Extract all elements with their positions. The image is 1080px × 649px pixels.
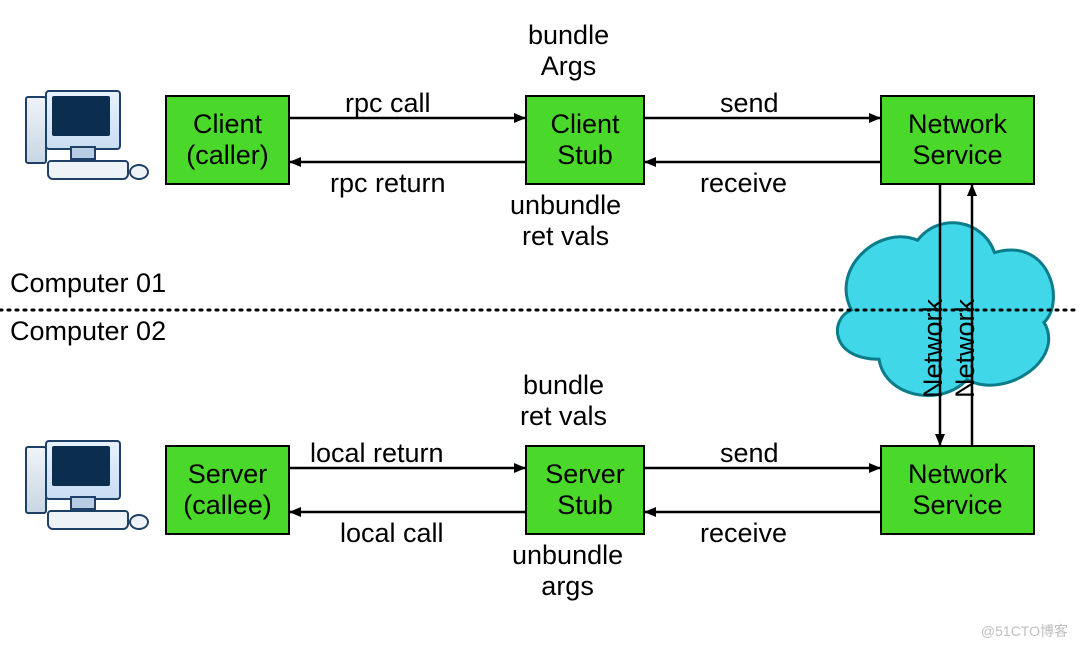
label-bundle-ret-2: bundleret vals [520,370,607,432]
arrow-label-receive-2: receive [700,518,787,549]
computer-01-stand [70,146,96,160]
computer-02-screen [52,446,110,486]
arrow-label-net-up: Network [950,299,981,398]
node-client-stub-line1: Client [550,109,619,140]
node-server-line1: Server [188,459,268,490]
node-client-stub: ClientStub [525,95,645,185]
computer-01-tower [25,96,47,164]
node-server-stub: ServerStub [525,445,645,535]
node-server-stub-line2: Stub [557,490,613,521]
computer-02-mouse [129,514,149,530]
label-computer-02-lbl: Computer 02 [10,316,166,347]
computer-01-keyboard [47,160,129,180]
label-unbundle-ret-1: unbundleret vals [510,190,621,252]
node-network-svc-2-line2: Service [912,490,1002,521]
arrow-label-receive-1: receive [700,168,787,199]
computer-02-tower [25,446,47,514]
computer-01-icon [25,90,155,190]
label-bundle-ret-2-line1: bundle [520,370,607,401]
node-network-svc-1: NetworkService [880,95,1035,185]
label-unbundle-args-2-line2: args [512,571,623,602]
computer-02-stand [70,496,96,510]
computer-02-icon [25,440,155,540]
label-computer-01-lbl: Computer 01 [10,268,166,299]
label-computer-01-lbl-line1: Computer 01 [10,268,166,299]
arrow-label-rpc-return: rpc return [330,168,446,199]
watermark: @51CTO博客 [981,621,1068,641]
node-client: Client(caller) [165,95,290,185]
arrow-label-send-2: send [720,438,779,469]
computer-01-mouse [129,164,149,180]
label-bundle-args-1: bundleArgs [528,20,609,82]
diagram-stage: Client(caller)ClientStubNetworkServiceSe… [0,0,1080,649]
node-server-stub-line1: Server [545,459,625,490]
label-bundle-args-1-line2: Args [528,51,609,82]
node-network-svc-1-line1: Network [908,109,1007,140]
label-bundle-ret-2-line2: ret vals [520,401,607,432]
node-network-svc-2-line1: Network [908,459,1007,490]
arrow-label-send-1: send [720,88,779,119]
node-server: Server(callee) [165,445,290,535]
node-client-stub-line2: Stub [557,140,613,171]
node-network-svc-1-line2: Service [912,140,1002,171]
node-server-line2: (callee) [183,490,272,521]
computer-02-keyboard [47,510,129,530]
label-unbundle-args-2: unbundleargs [512,540,623,602]
node-client-line2: (caller) [186,140,269,171]
label-unbundle-args-2-line1: unbundle [512,540,623,571]
arrow-label-net-down: Network [918,299,949,398]
label-computer-02-lbl-line1: Computer 02 [10,316,166,347]
node-network-svc-2: NetworkService [880,445,1035,535]
label-unbundle-ret-1-line1: unbundle [510,190,621,221]
node-client-line1: Client [193,109,262,140]
arrow-label-local-call: local call [340,518,444,549]
computer-01-screen [52,96,110,136]
arrow-label-rpc-call: rpc call [345,88,431,119]
label-unbundle-ret-1-line2: ret vals [510,221,621,252]
label-bundle-args-1-line1: bundle [528,20,609,51]
arrow-label-local-return: local return [310,438,444,469]
